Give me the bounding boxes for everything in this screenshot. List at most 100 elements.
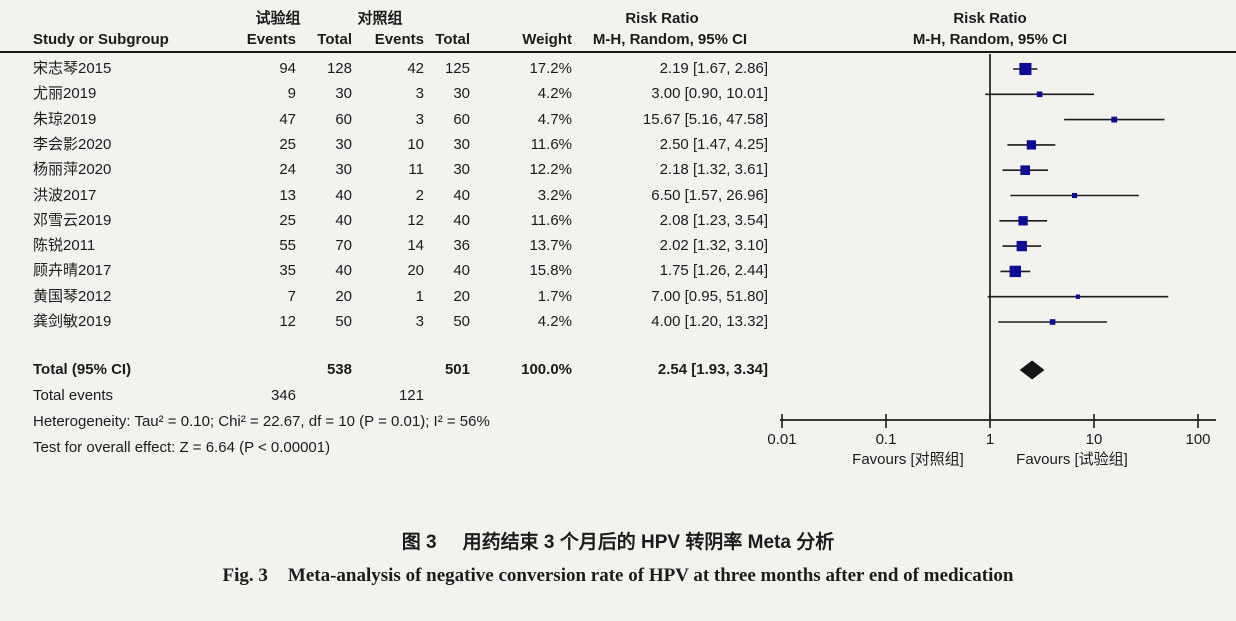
ctrl-total: 30 — [453, 135, 470, 153]
ctrl-total: 30 — [453, 85, 470, 103]
exp-events: 47 — [279, 110, 296, 128]
exp-events: 55 — [279, 237, 296, 255]
column-header-ctrl-total: Total — [435, 31, 470, 48]
rr-ci-value: 6.50 [1.57, 26.96] — [651, 186, 768, 204]
ctrl-events: 11 — [408, 161, 424, 179]
rr-ci-value: 15.67 [5.16, 47.58] — [642, 110, 768, 128]
weight-value: 3.2% — [537, 186, 572, 204]
forest-plot-canvas: 0.01 0.1 1 10 100 Favours [对照组] Favours [试验组] — [767, 54, 1216, 468]
exp-total: 40 — [335, 262, 352, 280]
caption-english: Fig. 3 Meta-analysis of negative conversi… — [0, 565, 1236, 587]
ctrl-total: 20 — [453, 287, 470, 305]
study-name: 李会影2020 — [33, 135, 112, 153]
total-exp-total: 538 — [326, 361, 352, 378]
favours-experimental-label: Favours [试验组] — [1016, 451, 1128, 468]
weight-value: 13.7% — [529, 237, 572, 255]
study-name: 龚剑敏2019 — [33, 313, 112, 330]
exp-total: 40 — [335, 211, 352, 229]
weight-value: 12.2% — [529, 161, 572, 179]
total-ctrl-total: 501 — [444, 361, 470, 378]
exp-events: 25 — [279, 135, 296, 153]
rr-ci-value: 3.00 [0.90, 10.01] — [651, 85, 768, 103]
effect-square — [1016, 240, 1027, 252]
axis-tick-label: 0.01 — [767, 431, 796, 448]
exp-total: 128 — [326, 60, 352, 77]
risk-ratio-header-plot-column: Risk Ratio — [953, 10, 1027, 27]
effect-square — [1026, 140, 1037, 150]
overall-effect-stats: Test for overall effect: Z = 6.64 (P < 0… — [33, 439, 331, 456]
ctrl-total: 40 — [453, 262, 470, 280]
ctrl-events: 3 — [415, 313, 424, 330]
weight-value: 4.2% — [537, 85, 572, 103]
weight-value: 15.8% — [529, 262, 572, 280]
axis-tick-label: 100 — [1185, 431, 1210, 448]
effect-square — [1071, 192, 1078, 199]
effect-square — [1020, 165, 1030, 175]
exp-events: 13 — [279, 186, 296, 204]
pooled-effect-diamond — [1019, 360, 1045, 380]
header-underline — [0, 51, 1236, 53]
rr-ci-value: 2.08 [1.23, 3.54] — [659, 211, 768, 229]
exp-events: 25 — [279, 211, 296, 229]
exp-total: 30 — [335, 135, 352, 153]
ctrl-total: 60 — [453, 110, 470, 128]
study-name: 尤丽2019 — [33, 85, 97, 103]
weight-value: 4.2% — [537, 313, 572, 330]
effect-square — [1036, 91, 1043, 98]
exp-total: 60 — [335, 110, 352, 128]
study-name: 邓雪云2019 — [33, 211, 112, 229]
favours-control-label: Favours [对照组] — [852, 451, 964, 468]
effect-square — [1009, 265, 1021, 278]
rr-ci-value: 2.19 [1.67, 2.86] — [659, 60, 768, 77]
axis-tick-label: 0.1 — [876, 431, 897, 448]
exp-total: 20 — [335, 287, 352, 305]
ctrl-total: 50 — [453, 313, 470, 330]
rr-ci-value: 2.18 [1.32, 3.61] — [659, 161, 768, 179]
study-name: 黄国琴2012 — [33, 287, 112, 305]
exp-total: 30 — [335, 161, 352, 179]
exp-total: 30 — [335, 85, 352, 103]
ctrl-events: 2 — [415, 186, 424, 204]
column-header-weight: Weight — [522, 31, 572, 48]
exp-events: 35 — [279, 262, 296, 280]
group-header-experimental: 试验组 — [255, 10, 301, 27]
effect-square — [1019, 62, 1032, 76]
total-rr-ci: 2.54 [1.93, 3.34] — [657, 361, 768, 378]
column-header-method-text: M-H, Random, 95% CI — [592, 31, 748, 48]
total-row-label: Total (95% CI) — [33, 361, 132, 378]
study-name: 杨丽萍2020 — [33, 161, 112, 179]
rr-ci-value: 7.00 [0.95, 51.80] — [651, 287, 768, 305]
caption-zh-number: 图 3 — [401, 532, 437, 553]
ctrl-total: 30 — [453, 161, 470, 179]
total-events-ctrl: 121 — [398, 387, 424, 404]
column-header-exp-total: Total — [317, 31, 352, 48]
risk-ratio-header-text-column: Risk Ratio — [625, 10, 699, 27]
total-events-label: Total events — [33, 387, 114, 404]
exp-events: 12 — [279, 313, 296, 330]
axis-tick-label: 1 — [986, 431, 994, 448]
ctrl-events: 14 — [407, 237, 424, 255]
axis-tick-label: 10 — [1086, 431, 1103, 448]
exp-events: 9 — [287, 85, 296, 103]
study-name: 洪波2017 — [33, 186, 97, 204]
effect-square — [1018, 216, 1028, 226]
study-name: 陈锐2011 — [33, 237, 96, 255]
exp-total: 50 — [335, 313, 352, 330]
exp-total: 70 — [335, 237, 352, 255]
column-header-study: Study or Subgroup — [33, 31, 169, 48]
exp-events: 24 — [279, 161, 296, 179]
effect-square — [1075, 294, 1081, 299]
caption-zh-title: 用药结束 3 个月后的 HPV 转阴率 Meta 分析 — [462, 532, 835, 553]
heterogeneity-stats: Heterogeneity: Tau² = 0.10; Chi² = 22.67… — [33, 413, 490, 430]
weight-value: 17.2% — [529, 60, 572, 77]
caption-en-title: Meta-analysis of negative conversion rat… — [287, 565, 1014, 586]
column-header-exp-events: Events — [246, 31, 296, 48]
ctrl-events: 20 — [407, 262, 424, 280]
ctrl-total: 40 — [453, 186, 470, 204]
weight-value: 1.7% — [537, 287, 572, 305]
weight-value: 11.6% — [530, 211, 572, 229]
effect-square — [1111, 116, 1118, 123]
rr-ci-value: 2.02 [1.32, 3.10] — [659, 237, 768, 255]
ctrl-events: 10 — [407, 135, 424, 153]
